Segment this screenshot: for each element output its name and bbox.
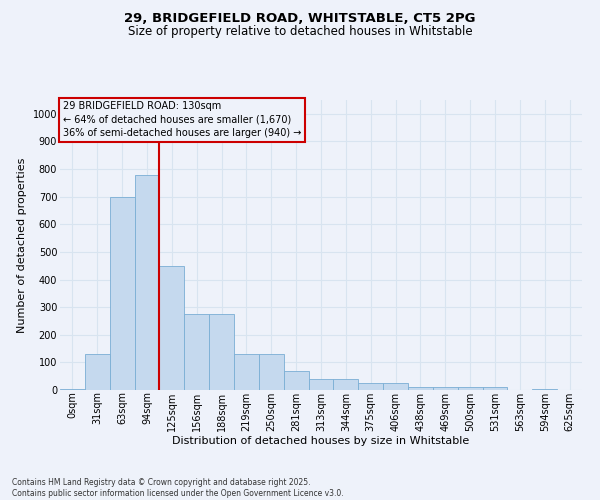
Bar bbox=[60, 388, 85, 390]
Bar bbox=[184, 314, 209, 390]
Bar bbox=[234, 354, 259, 390]
Bar bbox=[334, 379, 358, 390]
Bar bbox=[458, 387, 482, 390]
Text: 29 BRIDGEFIELD ROAD: 130sqm
← 64% of detached houses are smaller (1,670)
36% of : 29 BRIDGEFIELD ROAD: 130sqm ← 64% of det… bbox=[62, 102, 301, 138]
Bar bbox=[284, 370, 308, 390]
Bar bbox=[383, 383, 408, 390]
Bar bbox=[532, 388, 557, 390]
Text: Contains HM Land Registry data © Crown copyright and database right 2025.
Contai: Contains HM Land Registry data © Crown c… bbox=[12, 478, 344, 498]
Bar bbox=[160, 266, 184, 390]
Bar bbox=[408, 387, 433, 390]
Bar bbox=[433, 387, 458, 390]
Bar bbox=[85, 354, 110, 390]
X-axis label: Distribution of detached houses by size in Whitstable: Distribution of detached houses by size … bbox=[172, 436, 470, 446]
Bar bbox=[308, 379, 334, 390]
Bar bbox=[134, 174, 160, 390]
Bar bbox=[358, 383, 383, 390]
Bar bbox=[110, 196, 134, 390]
Bar bbox=[259, 354, 284, 390]
Text: 29, BRIDGEFIELD ROAD, WHITSTABLE, CT5 2PG: 29, BRIDGEFIELD ROAD, WHITSTABLE, CT5 2P… bbox=[124, 12, 476, 26]
Text: Size of property relative to detached houses in Whitstable: Size of property relative to detached ho… bbox=[128, 25, 472, 38]
Bar bbox=[209, 314, 234, 390]
Bar bbox=[482, 387, 508, 390]
Y-axis label: Number of detached properties: Number of detached properties bbox=[17, 158, 27, 332]
